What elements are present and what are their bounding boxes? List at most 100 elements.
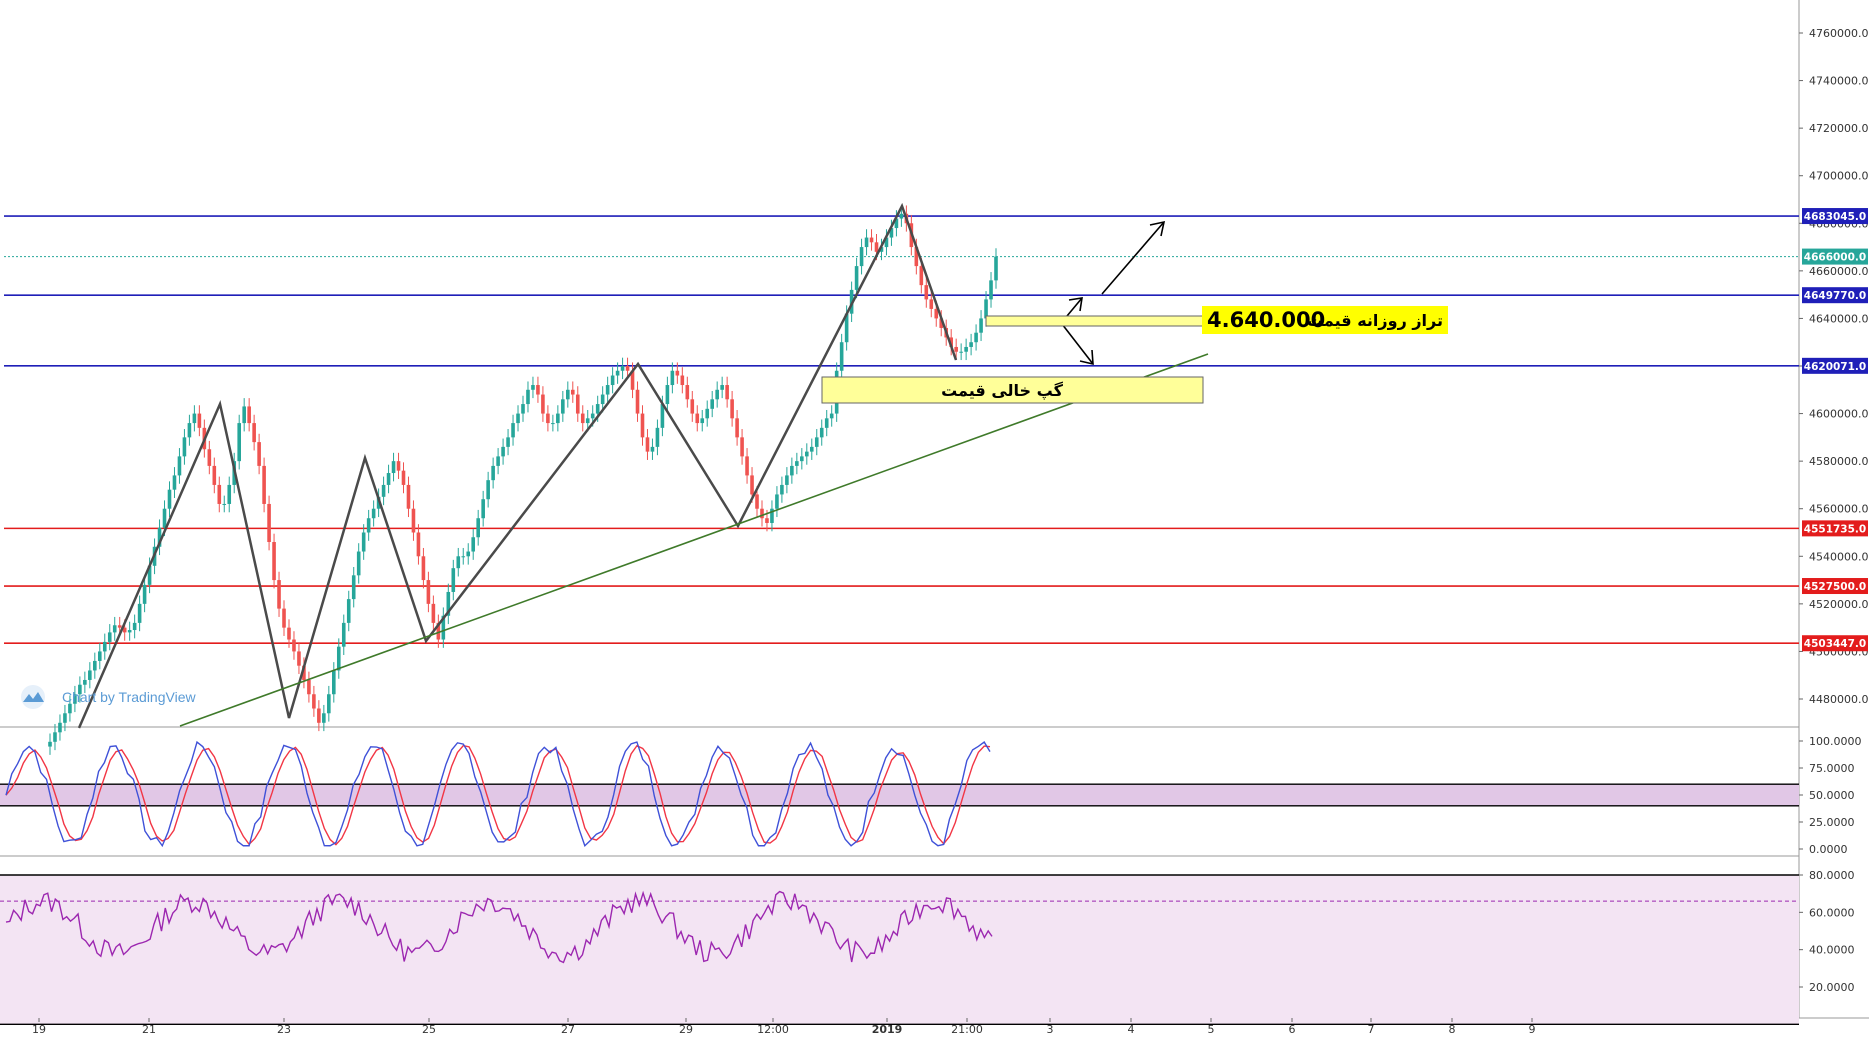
candle-body — [332, 670, 336, 695]
candle-body — [605, 385, 610, 395]
candle-body — [48, 741, 52, 747]
candle-body — [237, 423, 241, 462]
candle-body — [366, 518, 371, 533]
candle-body — [336, 646, 341, 671]
price-axis[interactable]: 4760000.04740000.04720000.04700000.04680… — [1799, 27, 1869, 706]
price-tick-label: 4740000.0 — [1809, 75, 1869, 88]
time-axis[interactable]: 19 21 23 25 27 29 12:00 2019 21:00 3 4 5 6 7 8 9 — [32, 1018, 1536, 1036]
zigzag-pattern — [77, 202, 958, 729]
price-tick-label: 4540000.0 — [1809, 550, 1869, 563]
candle-body — [486, 480, 490, 500]
time-tick-label: 6 — [1289, 1023, 1296, 1036]
candle-body — [685, 385, 690, 400]
candle-body — [277, 580, 281, 609]
candle-body — [78, 684, 82, 695]
time-tick-label: 21 — [142, 1023, 156, 1036]
candle-body — [755, 494, 759, 509]
candle-body — [531, 385, 535, 390]
candle-body — [730, 399, 734, 419]
candle-body — [307, 679, 311, 695]
candle-body — [635, 389, 640, 414]
candle-body — [137, 603, 142, 623]
candle-body — [964, 346, 968, 352]
candle-body — [446, 591, 451, 616]
candle-body — [541, 394, 545, 414]
level-tag — [1802, 208, 1868, 225]
candle-body — [526, 389, 530, 405]
stoch-tick-label: 75.0000 — [1809, 762, 1855, 775]
candle-body — [665, 385, 670, 405]
candle-body — [83, 679, 87, 685]
candle-body — [775, 494, 779, 509]
candle-body — [780, 484, 784, 495]
stochastic-pane: 100.0000 75.0000 50.0000 25.0000 0.0000 — [0, 735, 1862, 856]
candle-body — [411, 508, 416, 533]
stoch-tick-label: 25.0000 — [1809, 816, 1855, 829]
candle-body — [740, 437, 744, 457]
candle-body — [476, 518, 480, 538]
candle-body — [556, 413, 560, 424]
candle-body — [73, 694, 77, 704]
level-tag-label: 4620071.0 — [1804, 361, 1866, 373]
candle-body — [869, 237, 874, 243]
candle-body — [630, 370, 635, 390]
candle-body — [839, 342, 844, 371]
candle-body — [172, 475, 177, 490]
candle-body — [864, 237, 869, 248]
price-gap-box — [821, 376, 1204, 404]
level-tag-label: 4683045.0 — [1804, 211, 1866, 223]
candle-body — [107, 632, 112, 642]
candle-body — [934, 308, 939, 319]
stoch-k-line — [5, 740, 991, 848]
candle-body — [765, 518, 769, 523]
level-tag — [1802, 248, 1868, 265]
candle-body — [844, 313, 849, 343]
candle-body — [969, 342, 973, 347]
tradingview-logo-icon — [23, 692, 44, 702]
daily-level-zone — [985, 315, 1207, 327]
candle-body — [546, 413, 550, 424]
candle-body — [551, 423, 555, 425]
candle-body — [600, 394, 605, 405]
candle-body — [929, 299, 934, 309]
daily-level-label-box — [1202, 306, 1448, 334]
time-tick-label: 29 — [679, 1023, 693, 1036]
candle-body — [117, 625, 122, 628]
time-tick-label: 27 — [561, 1023, 575, 1036]
candle-body — [461, 556, 466, 558]
candle-body — [282, 608, 286, 628]
level-tag-label: 4551735.0 — [1804, 523, 1866, 535]
candle-body — [750, 475, 754, 495]
candle-body — [381, 484, 386, 497]
time-tick-label: 25 — [422, 1023, 436, 1036]
level-tag — [1802, 635, 1868, 652]
candle-body — [879, 247, 884, 252]
price-tick-label: 4700000.0 — [1809, 170, 1869, 183]
candle-body — [501, 446, 505, 457]
candle-body — [914, 247, 919, 267]
candle-body — [272, 542, 276, 581]
candle-body — [436, 622, 441, 640]
candle-body — [725, 385, 729, 400]
candle-body — [262, 465, 266, 504]
candle-body — [800, 456, 804, 462]
candle-body — [919, 266, 924, 286]
daily-level-value: 4.640.000 — [1207, 308, 1325, 332]
candle-body — [859, 247, 864, 267]
candle-body — [177, 456, 182, 476]
candle-body — [989, 280, 993, 300]
price-tick-label: 4580000.0 — [1809, 455, 1869, 468]
candle-body — [356, 551, 361, 576]
candle-body — [805, 451, 809, 457]
candle-body — [984, 299, 988, 319]
price-tick-label: 4560000.0 — [1809, 503, 1869, 516]
candle-body — [511, 423, 515, 438]
candle-body — [217, 484, 222, 504]
candle-body — [346, 599, 351, 623]
rsi-tick-label: 20.0000 — [1809, 981, 1855, 994]
candle-body — [451, 568, 456, 592]
rsi-tick-label: 40.0000 — [1809, 944, 1855, 957]
candle-body — [954, 346, 958, 352]
